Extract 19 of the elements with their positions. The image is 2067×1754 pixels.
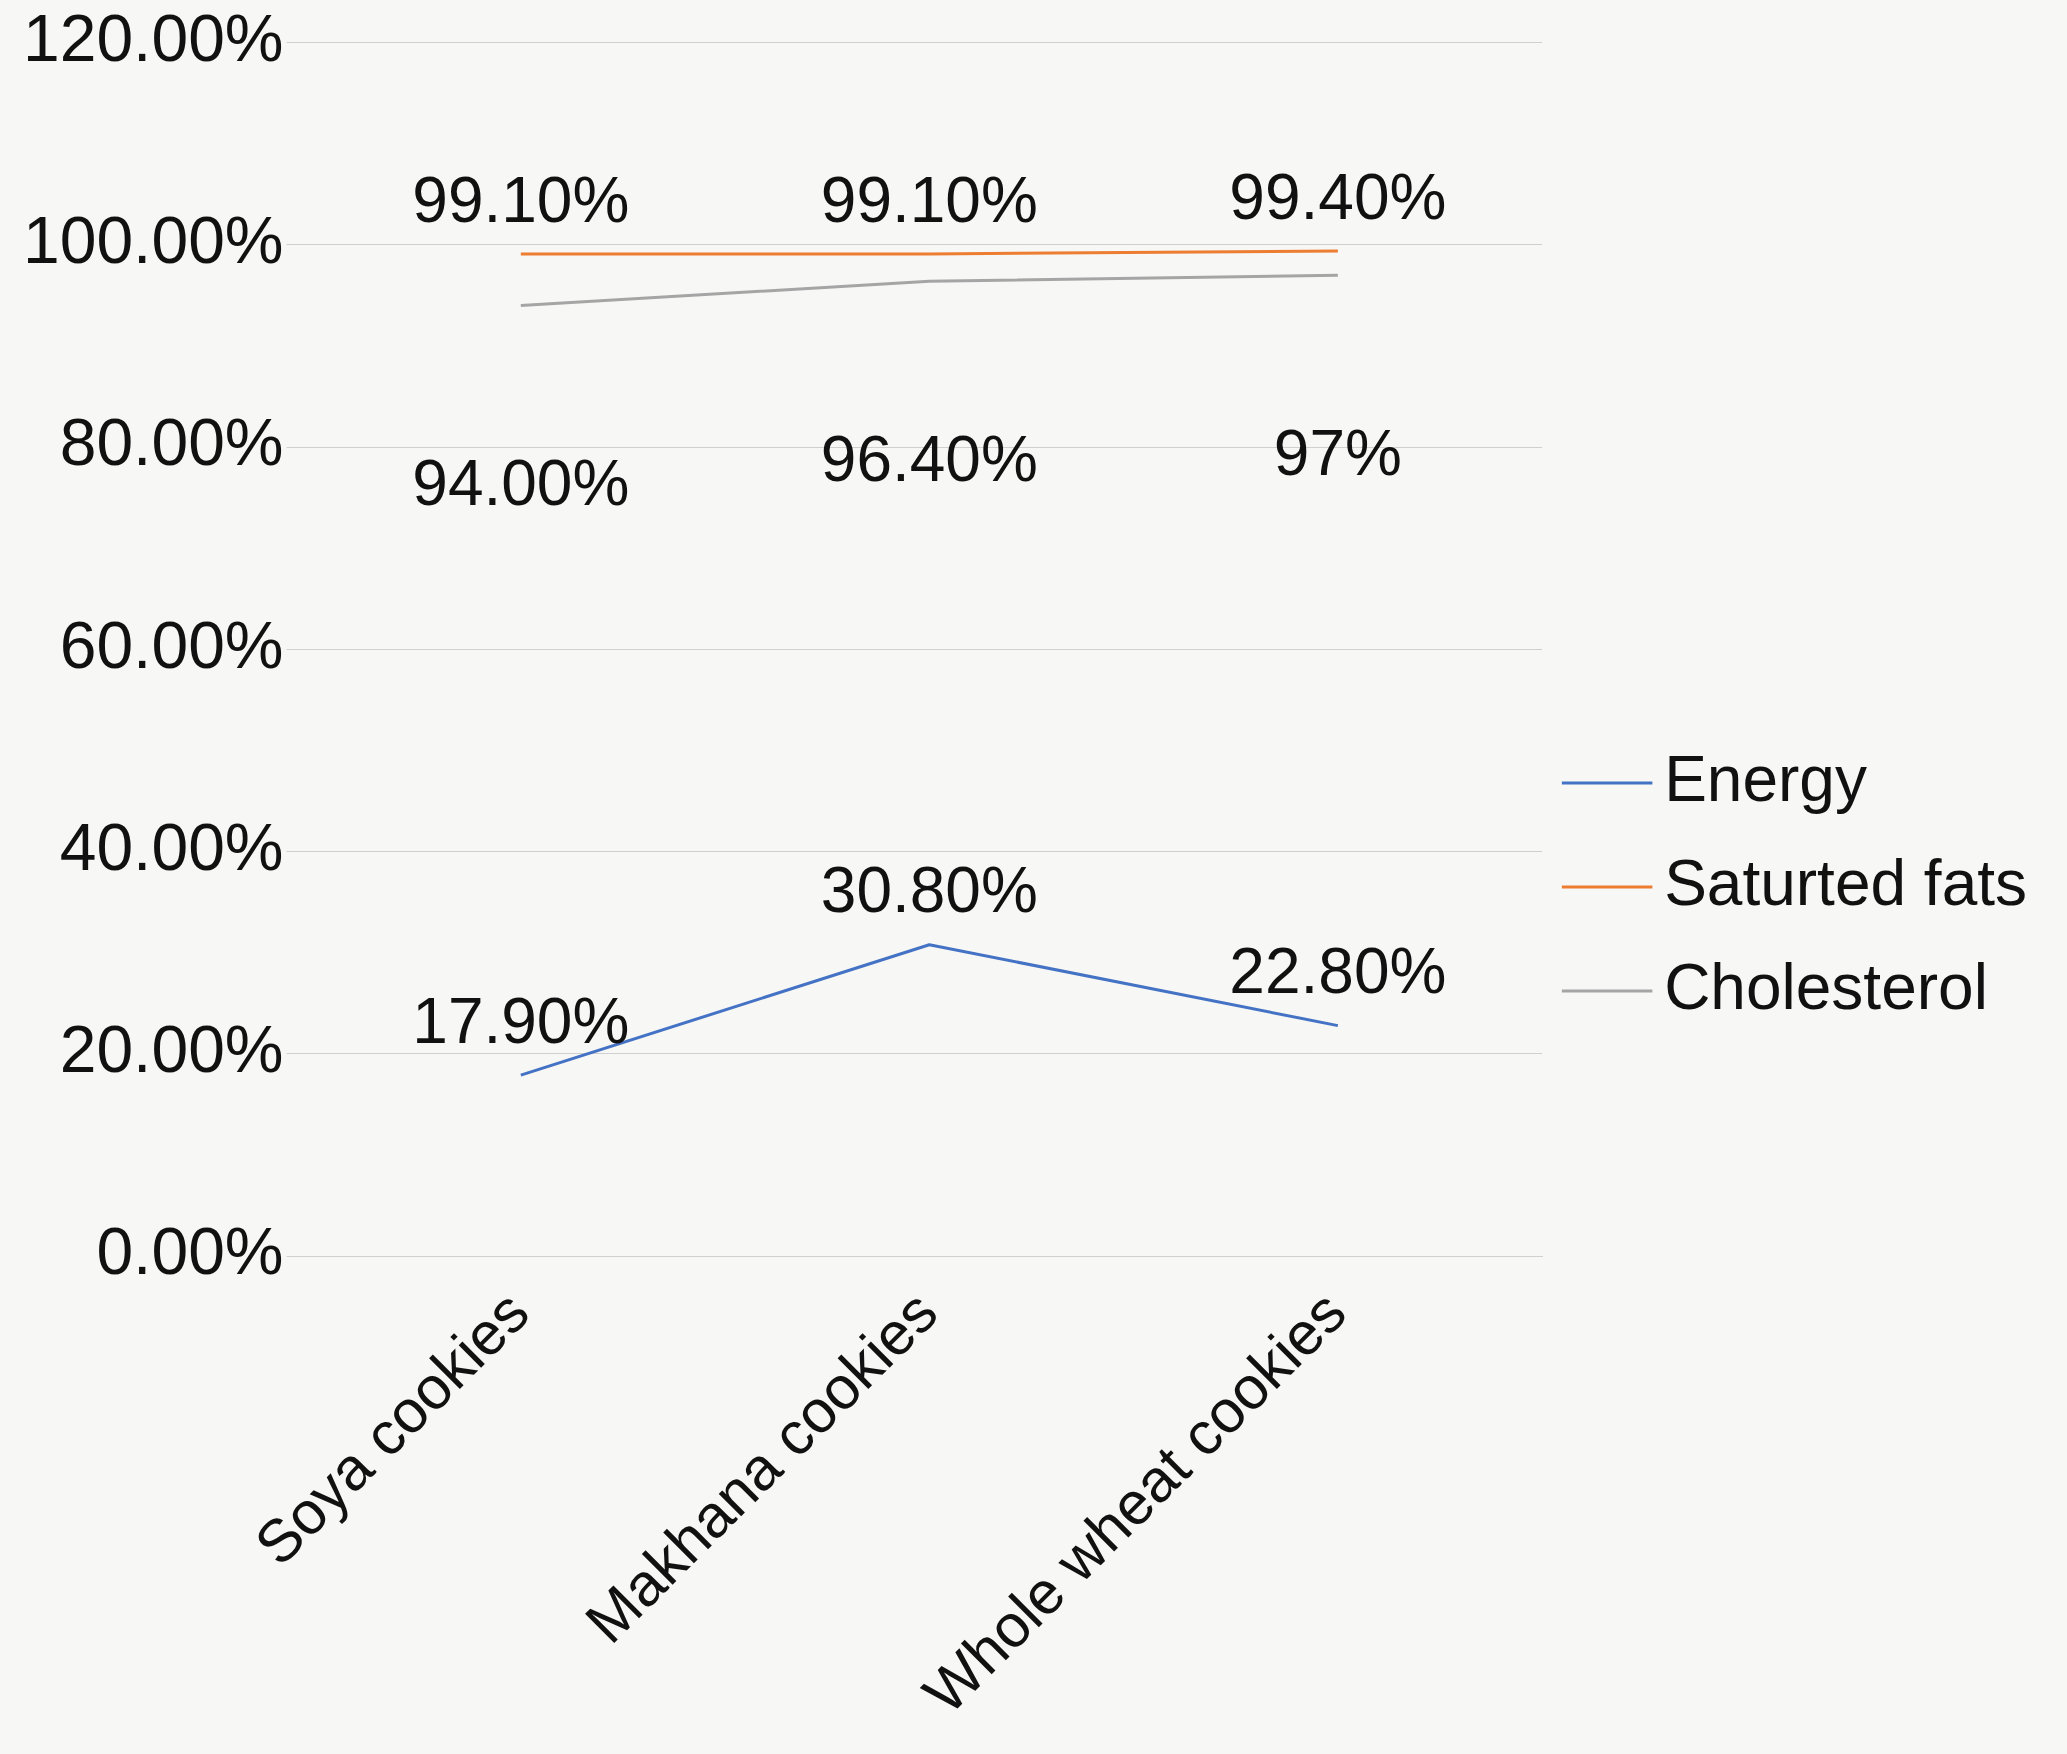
data-label: 96.40% [820, 422, 1038, 495]
data-label: 99.10% [412, 163, 630, 236]
y-tick-label: 100.00% [22, 203, 284, 278]
y-tick-label: 40.00% [59, 809, 284, 884]
y-tick-label: 80.00% [59, 405, 284, 480]
data-label: 30.80% [820, 854, 1038, 927]
y-tick-label: 60.00% [59, 607, 284, 682]
y-tick-label: 20.00% [59, 1012, 284, 1087]
legend-label: Cholesterol [1664, 950, 1988, 1023]
data-label: 22.80% [1229, 935, 1447, 1008]
data-label: 97% [1273, 416, 1402, 489]
legend-label: Saturted fats [1664, 846, 2027, 919]
y-tick-label: 0.00% [96, 1214, 284, 1289]
y-tick-label: 120.00% [22, 0, 284, 75]
data-label: 17.90% [412, 984, 630, 1057]
data-label: 94.00% [412, 447, 630, 520]
data-label: 99.40% [1229, 160, 1447, 233]
data-label: 99.10% [820, 163, 1038, 236]
legend-label: Energy [1664, 742, 1867, 815]
